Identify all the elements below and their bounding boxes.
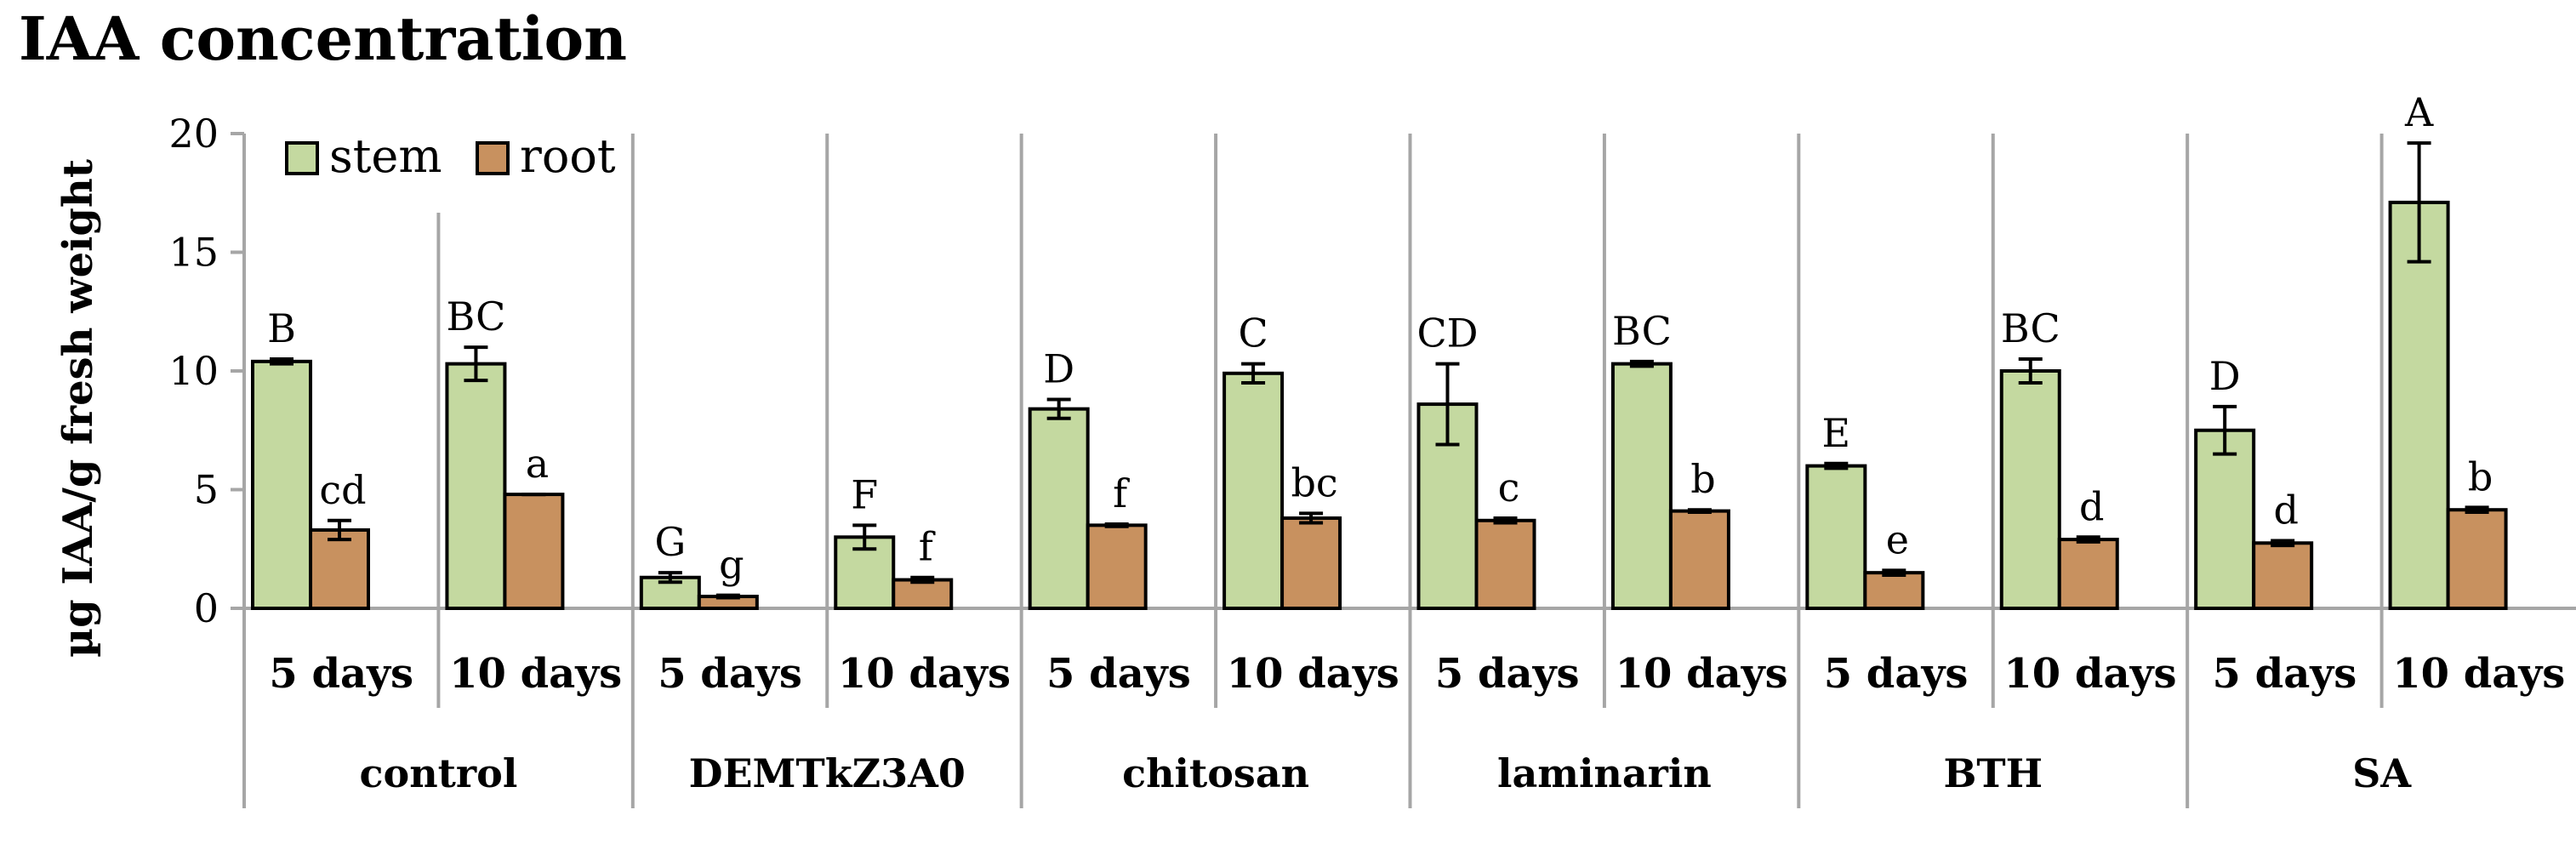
group-label: control — [360, 750, 518, 796]
x-tick-label: 5 days — [2213, 650, 2357, 698]
x-tick-label: 10 days — [838, 650, 1011, 698]
x-tick-label: 5 days — [1824, 650, 1969, 698]
y-tick-label: 15 — [168, 230, 219, 276]
significance-label-stem: D — [2209, 353, 2241, 399]
group-dividers — [242, 134, 2384, 808]
bar-root — [1280, 516, 1342, 610]
bar-stem — [1028, 407, 1090, 611]
axes: 0 5 10 15 20 — [168, 111, 2576, 631]
y-tick-label: 20 — [168, 111, 219, 157]
bar-stem — [2194, 428, 2256, 610]
significance-label-stem: A — [2404, 89, 2434, 135]
significance-label-stem: BC — [446, 294, 505, 339]
significance-label-stem: BC — [2001, 305, 2060, 351]
significance-label-stem: C — [1238, 311, 1268, 356]
significance-label-stem: B — [267, 305, 296, 351]
significance-label-root: b — [1690, 456, 1715, 502]
significance-label-stem: G — [654, 519, 686, 565]
significance-label-root: b — [2468, 453, 2493, 499]
bar-stem — [1999, 369, 2061, 610]
legend-swatch-stem — [285, 141, 319, 175]
x-tick-label: 5 days — [269, 650, 413, 698]
significance-label-root: f — [1113, 470, 1130, 516]
group-label: SA — [2352, 750, 2412, 796]
group-label: DEMTkZ3A0 — [689, 750, 966, 796]
bar-stem — [251, 359, 312, 610]
y-tick-label: 5 — [194, 467, 219, 513]
error-bars — [270, 141, 2489, 600]
chart-title: IAA concentration — [19, 3, 628, 74]
significance-label-root: bc — [1291, 459, 1337, 505]
significance-label-stem: CD — [1416, 311, 1478, 356]
bar-stem — [834, 535, 896, 610]
legend-swatch-root — [476, 141, 510, 175]
x-tick-label: 5 days — [1046, 650, 1191, 698]
x-tick-label: 10 days — [1227, 650, 1399, 698]
x-tick-label: 5 days — [1435, 650, 1580, 698]
bar-root — [1863, 571, 1925, 611]
bars — [251, 200, 2508, 611]
bar-stem — [1610, 362, 1673, 610]
bar-stem — [1805, 464, 1867, 610]
x-axis-labels: 5 days 10 days 5 days 10 days 5 days 10 days 5… — [269, 650, 2565, 796]
bar-root — [2057, 538, 2119, 611]
significance-label-root: a — [526, 441, 549, 487]
bar-root — [1086, 523, 1148, 610]
significance-label-stem: E — [1822, 410, 1851, 456]
x-tick-label: 10 days — [1616, 650, 1788, 698]
bar-root — [1474, 518, 1536, 611]
group-label: chitosan — [1122, 750, 1309, 796]
significance-label-root: f — [919, 524, 936, 570]
y-axis-label: µg IAA/g fresh weight — [54, 159, 102, 658]
x-tick-label: 10 days — [2392, 650, 2565, 698]
significance-label-root: e — [1886, 516, 1909, 562]
significance-label-stem: BC — [1612, 308, 1672, 354]
bar-root — [309, 528, 370, 610]
x-tick-label: 10 days — [449, 650, 622, 698]
x-tick-label: 5 days — [658, 650, 802, 698]
significance-label-stem: D — [1043, 345, 1074, 391]
significance-label-root: d — [2079, 483, 2104, 529]
bar-stem — [2388, 200, 2450, 610]
group-label: laminarin — [1497, 750, 1712, 796]
y-tick-label: 0 — [194, 585, 219, 631]
legend-label-root: root — [520, 129, 616, 183]
significance-label-stem: F — [851, 471, 878, 517]
bar-root — [503, 493, 565, 611]
significance-label-root: d — [2273, 487, 2298, 533]
x-tick-label: 10 days — [2003, 650, 2176, 698]
bar-root — [1668, 509, 1730, 610]
significance-label-root: cd — [319, 467, 366, 513]
bar-root — [2252, 541, 2314, 611]
bar-root — [2446, 508, 2508, 611]
group-label: BTH — [1943, 750, 2043, 796]
bar-stem — [445, 362, 507, 610]
bar-root — [892, 578, 954, 611]
significance-labels: B BC G F D C CD BC E BC D Acd a g f f bc c b e d d b — [267, 89, 2493, 587]
bar-stem — [1222, 371, 1285, 610]
legend-label-stem: stem — [329, 129, 442, 183]
y-tick-label: 10 — [168, 348, 219, 394]
legend: stem root — [285, 129, 616, 183]
significance-label-root: c — [1498, 465, 1520, 510]
significance-label-root: g — [719, 542, 744, 588]
